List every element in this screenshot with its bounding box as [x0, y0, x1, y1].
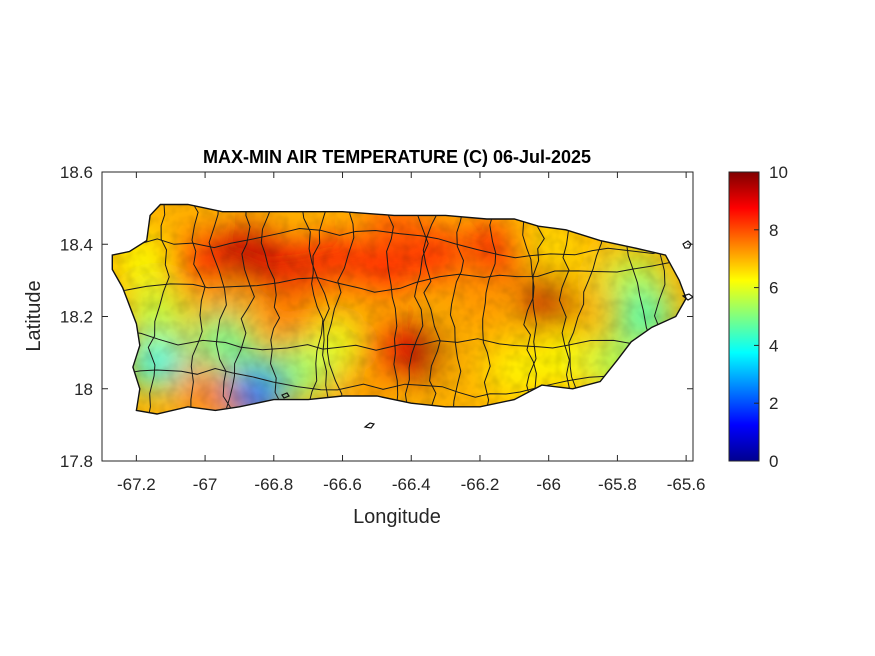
- municipality-boundary: [112, 227, 687, 259]
- colorbar: [728, 171, 760, 462]
- municipality-boundary: [208, 204, 236, 414]
- x-tick-label: -66.6: [323, 475, 362, 494]
- municipality-boundary: [326, 204, 357, 414]
- y-tick-label: 18: [74, 380, 93, 399]
- chart-title: MAX-MIN AIR TEMPERATURE (C) 06-Jul-2025: [203, 147, 591, 167]
- y-tick-label: 18.6: [60, 163, 93, 182]
- vieques-coast: [681, 293, 693, 301]
- island-outline: [111, 203, 687, 415]
- municipality-boundary: [146, 204, 170, 414]
- x-tick-label: -67.2: [117, 475, 156, 494]
- map-layer: [111, 203, 693, 429]
- municipality-boundary: [449, 204, 467, 414]
- municipality-boundary: [112, 367, 687, 398]
- culebra-coast: [682, 240, 692, 249]
- x-axis-label: Longitude: [353, 506, 441, 528]
- y-tick-label: 18.2: [60, 308, 93, 327]
- municipality-boundary: [482, 204, 497, 414]
- y-tick-label: 17.8: [60, 452, 93, 471]
- colorbar-ticks: 10 8 6 4 2 0: [754, 163, 788, 471]
- municipality-boundary: [300, 204, 335, 414]
- y-axis-ticks: 18.6 18.4 18.2 18 17.8: [60, 163, 693, 471]
- x-tick-label: -66.2: [461, 475, 500, 494]
- y-tick-label: 18.4: [60, 235, 93, 254]
- colorbar-tick-label: 6: [769, 279, 778, 298]
- colorbar-tick-label: 2: [769, 394, 778, 413]
- colorbar-tick-label: 8: [769, 221, 778, 240]
- municipality-boundary: [307, 204, 330, 414]
- x-axis-ticks: -67.2 -67 -66.8 -66.6 -66.4 -66.2 -66 -65.8 -65.…: [117, 172, 706, 494]
- municipality-boundary: [190, 204, 206, 414]
- small-islands: [281, 240, 693, 429]
- municipality-boundary: [260, 204, 282, 414]
- caja-de-muertos-island: [363, 422, 376, 429]
- offshore-islet: [281, 392, 290, 399]
- x-tick-label: -67: [193, 475, 218, 494]
- x-tick-label: -66.4: [392, 475, 431, 494]
- municipality-boundary: [112, 257, 687, 293]
- x-tick-label: -66.8: [254, 475, 293, 494]
- y-axis-label: Latitude: [23, 280, 45, 351]
- municipality-boundary: [422, 204, 441, 414]
- x-tick-label: -66: [536, 475, 561, 494]
- colorbar-tick-label: 10: [769, 163, 788, 182]
- municipality-boundary: [558, 204, 577, 414]
- colorbar-tick-label: 4: [769, 336, 778, 355]
- x-tick-label: -65.8: [598, 475, 637, 494]
- colorbar-tick-label: 0: [769, 452, 778, 471]
- municipality-boundary: [217, 204, 255, 414]
- municipality-boundary: [526, 204, 550, 414]
- x-tick-label: -65.6: [667, 475, 706, 494]
- municipality-boundary: [112, 330, 687, 351]
